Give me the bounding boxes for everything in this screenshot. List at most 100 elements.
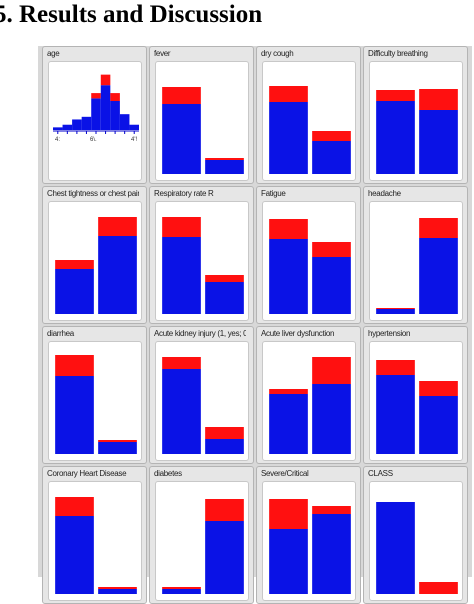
chart-title: headache: [368, 189, 401, 198]
bar-red: [98, 587, 137, 589]
bar-red: [91, 93, 101, 99]
tick-label: 4:: [55, 137, 60, 143]
bar-red: [55, 497, 94, 516]
plot-area: [369, 481, 463, 601]
bar-red: [98, 440, 137, 442]
plot-area: [155, 201, 249, 321]
bar-blue: [269, 394, 308, 454]
chart-title: age: [47, 49, 60, 58]
tick-label: 4'!: [131, 137, 137, 143]
bar-red: [419, 218, 458, 238]
chart-svg: [269, 219, 351, 314]
bar-blue: [119, 114, 130, 130]
chart-svg: 4: 6\. 4'!: [53, 74, 139, 143]
bar-blue: [312, 384, 351, 454]
chart-title: diarrhea: [47, 329, 74, 338]
bar-red: [55, 260, 94, 269]
chart-title: CLASS: [368, 469, 393, 478]
chart-panel: Acute liver dysfunction: [256, 326, 361, 464]
plot-area: [262, 201, 356, 321]
plot-area: [48, 481, 142, 601]
chart-svg: [55, 217, 137, 314]
plot-area: [369, 61, 463, 181]
bar-red: [98, 217, 137, 236]
chart-title: Chest tightness or chest pain: [47, 189, 139, 198]
chart-title: hypertension: [368, 329, 411, 338]
plot-area: [262, 341, 356, 461]
plot-area: 4: 6\. 4'!: [48, 61, 142, 181]
bar-red: [162, 217, 201, 237]
bar-red: [269, 86, 308, 102]
chart-panel: headache: [363, 186, 468, 324]
tick-label: 6\.: [90, 137, 97, 143]
plot-area: [48, 201, 142, 321]
bar-blue: [162, 369, 201, 454]
plot-area: [48, 341, 142, 461]
bar-red: [162, 587, 201, 589]
bar-blue: [98, 442, 137, 454]
chart-svg: [376, 89, 458, 174]
bar-blue: [98, 236, 137, 314]
chart-title: diabetes: [154, 469, 182, 478]
chart-title: Difficulty breathing: [368, 49, 428, 58]
bar-red: [205, 158, 244, 160]
bar-blue: [376, 375, 415, 454]
bar-red: [205, 275, 244, 282]
chart-panel: dry cough: [256, 46, 361, 184]
bar-blue: [269, 529, 308, 594]
bar-blue: [312, 141, 351, 174]
bar-blue: [419, 110, 458, 174]
bar-red: [205, 427, 244, 439]
bar-blue: [162, 104, 201, 174]
plot-area: [369, 341, 463, 461]
bar-red: [55, 355, 94, 376]
chart-panel: Fatigue: [256, 186, 361, 324]
bar-blue: [269, 102, 308, 174]
bar-red: [376, 90, 415, 101]
plot-area: [155, 61, 249, 181]
chart-svg: [162, 499, 244, 594]
chart-panel: Severe/Critical: [256, 466, 361, 604]
chart-title: Severe/Critical: [261, 469, 309, 478]
bar-blue: [55, 269, 94, 314]
chart-title: Coronary Heart Disease: [47, 469, 127, 478]
bar-blue: [72, 119, 82, 130]
bar-red: [312, 506, 351, 514]
bar-red: [162, 357, 201, 369]
chart-svg: [376, 502, 458, 594]
chart-svg: [55, 497, 137, 594]
bar-red: [100, 74, 111, 86]
bar-red: [269, 499, 308, 529]
chart-panel: hypertension: [363, 326, 468, 464]
chart-title: fever: [154, 49, 171, 58]
chart-svg: [162, 217, 244, 314]
bar-blue: [55, 376, 94, 454]
bar-red: [110, 93, 120, 101]
bar-red: [376, 308, 415, 309]
chart-grid: age 4: 6\. 4'! fever dry cough Difficulty brea…: [38, 46, 472, 604]
bar-blue: [162, 237, 201, 314]
plot-area: [369, 201, 463, 321]
chart-panel: CLASS: [363, 466, 468, 604]
bar-red: [162, 87, 201, 104]
bar-blue: [419, 238, 458, 314]
chart-panel: Coronary Heart Disease: [42, 466, 147, 604]
chart-svg: [269, 86, 351, 174]
chart-panel: Chest tightness or chest pain: [42, 186, 147, 324]
bar-blue: [205, 160, 244, 174]
bar-blue: [376, 309, 415, 314]
plot-area: [262, 481, 356, 601]
bar-blue: [419, 396, 458, 454]
bar-red: [312, 131, 351, 141]
chart-title: Fatigue: [261, 189, 286, 198]
bar-blue: [269, 239, 308, 314]
bar-blue: [110, 101, 120, 130]
bar-blue: [129, 124, 139, 130]
chart-title: Respiratory rate R: [154, 189, 214, 198]
page-heading: 5. Results and Discussion: [0, 1, 263, 28]
bar-blue: [98, 589, 137, 594]
chart-panel: Respiratory rate R: [149, 186, 254, 324]
chart-svg: [269, 357, 351, 454]
bar-blue: [62, 124, 73, 130]
chart-svg: [269, 499, 351, 594]
